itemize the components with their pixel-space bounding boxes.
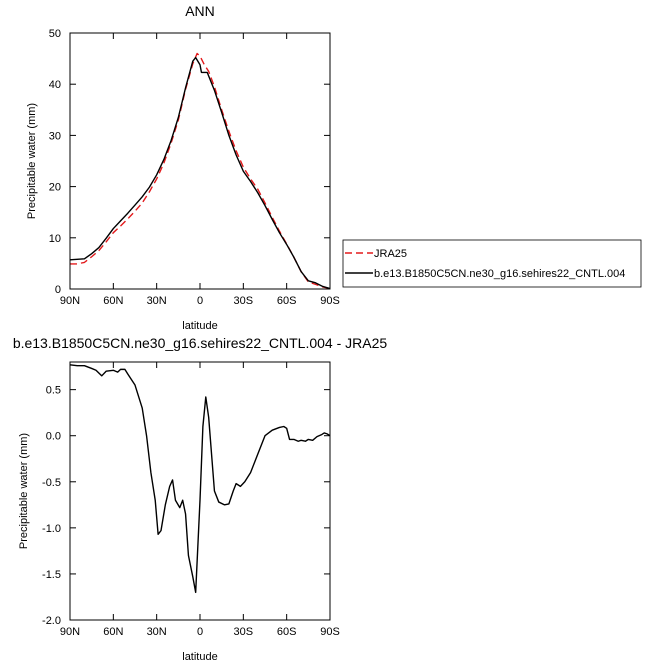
top-plot-x-tick-label: 30N (147, 295, 167, 307)
bottom-plot-y-tick-label: -1.0 (42, 523, 61, 535)
top-plot-series-layer (69, 52, 331, 290)
bottom-plot: b.e13.B1850C5CN.ne30_g16.sehires22_CNTL.… (13, 335, 388, 663)
top-plot-ticks: 90N 60N 30N 0 30S 60S 90S 0 10 20 30 40 50 (49, 28, 340, 307)
bottom-plot-x-tick-label: 90N (60, 626, 80, 638)
bottom-plot-y-tick-label: -1.5 (42, 569, 61, 581)
bottom-plot-title: b.e13.B1850C5CN.ne30_g16.sehires22_CNTL.… (13, 335, 388, 351)
top-plot-series-line-1 (69, 56, 331, 290)
bottom-plot-x-tick-label: 30S (234, 626, 254, 638)
top-plot-x-tick-label: 60N (103, 295, 123, 307)
top-plot-title: ANN (185, 3, 215, 19)
top-plot-x-tick-label: 30S (234, 295, 254, 307)
bottom-plot-y-tick-label: -0.5 (42, 477, 61, 489)
top-plot-y-tick-label: 30 (49, 130, 61, 142)
top-plot-y-tick-label: 10 (49, 233, 61, 245)
top-plot-x-tick-label: 0 (197, 295, 203, 307)
legend-label-model: b.e13.B1850C5CN.ne30_g16.sehires22_CNTL.… (374, 268, 625, 280)
legend-label-jra25: JRA25 (374, 248, 407, 260)
bottom-plot-x-tick-label: 60S (277, 626, 297, 638)
bottom-plot-y-tick-label: -2.0 (42, 615, 61, 627)
legend: JRA25 b.e13.B1850C5CN.ne30_g16.sehires22… (342, 239, 642, 288)
bottom-plot-x-tick-label: 90S (320, 626, 340, 638)
bottom-plot-y-tick-label: 0.5 (46, 385, 61, 397)
top-plot-x-tick-label: 90S (320, 295, 340, 307)
top-plot-y-tick-label: 20 (49, 182, 61, 194)
top-plot-x-tick-label: 60S (277, 295, 297, 307)
bottom-plot-x-tick-label: 60N (103, 626, 123, 638)
top-plot-y-tick-label: 0 (55, 284, 61, 296)
top-plot-y-axis-label: Precipitable water (mm) (26, 103, 38, 219)
bottom-plot-y-tick-label: 0.0 (46, 431, 61, 443)
top-plot-y-tick-label: 50 (49, 28, 61, 40)
top-plot-y-tick-label: 40 (49, 79, 61, 91)
legend-box (342, 239, 642, 288)
top-plot: ANN 90N 60N 30N 0 30S 60S 90S 0 10 20 30 40 50 Preci… (26, 3, 340, 332)
bottom-plot-x-tick-label: 30N (147, 626, 167, 638)
top-plot-x-tick-label: 90N (60, 295, 80, 307)
bottom-plot-ticks: 90N 60N 30N 0 30S 60S 90S 0.5 0.0 -0.5 -1.0 -1.5 -2.… (42, 362, 340, 638)
bottom-plot-y-axis-label: Precipitable water (mm) (18, 433, 30, 549)
bottom-plot-series-layer (69, 364, 331, 594)
bottom-plot-x-tick-label: 0 (197, 626, 203, 638)
bottom-plot-series-line-0 (69, 364, 331, 594)
top-plot-x-axis-label: latitude (182, 320, 217, 332)
bottom-plot-x-axis-label: latitude (182, 651, 217, 663)
